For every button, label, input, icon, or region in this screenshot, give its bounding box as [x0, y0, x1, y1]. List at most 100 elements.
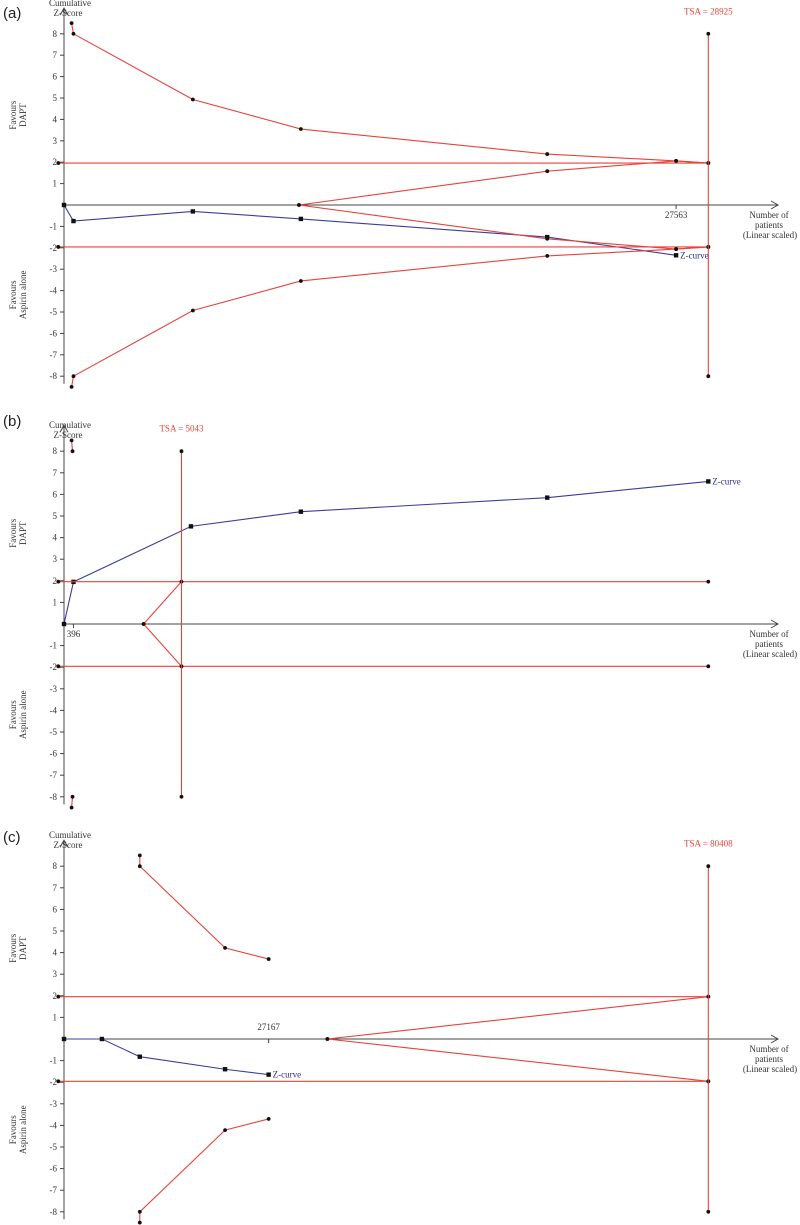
y-tick-label: -8	[50, 792, 58, 802]
y-tick-label: -3	[50, 264, 58, 274]
boundary-point	[706, 579, 711, 584]
boundary-point	[69, 21, 74, 25]
y-tick-label: -3	[50, 1099, 58, 1109]
z-curve-point	[545, 495, 550, 500]
z-curve-point	[298, 509, 304, 514]
z-curve-label: Z-curve	[273, 1070, 301, 1080]
x-axis-arrow	[770, 200, 780, 210]
boundary-line	[298, 160, 709, 206]
boundary-point	[141, 622, 146, 626]
y-tick-label: 8	[53, 861, 58, 871]
y-tick-label: 8	[53, 446, 58, 456]
boundary-point	[71, 374, 76, 379]
boundary-line	[327, 996, 709, 1040]
boundary-point	[56, 994, 61, 999]
y-tick-label: -4	[50, 1120, 58, 1130]
y-axis-arrow	[59, 839, 69, 848]
boundary-point	[706, 864, 711, 869]
y-tick-label: 1	[53, 597, 58, 607]
favours-text: DAPT	[18, 521, 28, 545]
boundary-point	[69, 438, 74, 443]
x-axis-title: Number of	[749, 629, 788, 639]
favours-aspirin-label: Favours Aspirin alone	[8, 271, 28, 320]
favours-text: Favours	[8, 100, 18, 129]
y-tick-label: -3	[50, 684, 58, 694]
z-curve-point	[61, 1036, 67, 1042]
favours-aspirin-label: Favours Aspirin alone	[8, 690, 28, 739]
tsa-label: TSA = 5043	[159, 423, 204, 433]
y-tick-label: -4	[50, 705, 58, 715]
y-tick-label: 7	[53, 883, 58, 893]
x-axis-title: patients	[755, 639, 783, 649]
boundary-point	[545, 152, 550, 156]
boundary-point	[298, 127, 303, 131]
boundary-line	[143, 581, 182, 625]
y-tick-label: -8	[50, 371, 58, 381]
y-tick-label: -1	[50, 641, 58, 651]
y-tick-label: -7	[50, 350, 58, 360]
y-tick-label: -2	[50, 662, 58, 672]
favours-dapt-label: Favours DAPT	[8, 518, 28, 547]
z-curve-point	[266, 1072, 271, 1077]
boundary-point	[706, 1209, 711, 1214]
favours-text: Favours	[8, 1115, 18, 1144]
y-tick-label: 8	[53, 29, 58, 39]
favours-text: Favours	[8, 700, 18, 729]
boundary-point	[56, 664, 61, 669]
y-tick-label: -6	[50, 328, 58, 338]
y-tick-label: 3	[53, 136, 58, 146]
boundary-point	[674, 247, 678, 251]
y-tick-label: -2	[50, 1077, 58, 1087]
z-curve-point	[188, 524, 194, 529]
z-curve-line	[63, 204, 677, 256]
y-axis-title: Cumulative	[49, 830, 91, 840]
panel-label: (c)	[3, 829, 21, 846]
boundary-point	[190, 308, 195, 313]
x-tick-label: 27167	[257, 1022, 280, 1032]
boundary-point	[298, 279, 303, 283]
y-tick-label: 1	[53, 1012, 58, 1022]
x-axis-title: (Linear scaled)	[743, 649, 797, 659]
boundary-point	[179, 794, 184, 799]
y-axis-title: Z-Score	[54, 840, 83, 850]
boundary-point	[137, 864, 142, 869]
x-axis-title: Number of	[749, 1044, 788, 1054]
boundary-point	[69, 385, 74, 389]
favours-dapt-label: Favours DAPT	[8, 933, 28, 962]
z-curve-point	[137, 1054, 142, 1059]
y-tick-label: -5	[50, 727, 58, 737]
boundary-point	[70, 449, 75, 454]
boundary-line	[139, 1118, 269, 1223]
z-curve-point	[673, 253, 679, 258]
z-curve-point	[71, 218, 76, 224]
panel-label: (b)	[3, 413, 21, 430]
z-curve-line	[64, 1038, 269, 1076]
boundary-point	[70, 794, 75, 799]
y-tick-label: -4	[50, 286, 58, 296]
y-tick-label: 4	[53, 948, 58, 958]
boundary-line	[71, 246, 709, 387]
z-curve-label: Z-curve	[712, 476, 740, 486]
y-tick-label: -6	[50, 749, 58, 759]
y-tick-label: 6	[53, 489, 58, 499]
y-tick-label: 5	[53, 511, 58, 521]
y-tick-label: 5	[53, 926, 58, 936]
boundary-point	[56, 161, 61, 165]
y-tick-label: 4	[53, 533, 58, 543]
y-tick-label: 4	[53, 114, 58, 124]
x-axis-title: (Linear scaled)	[743, 1064, 797, 1074]
tsa-label: TSA = 80408	[684, 838, 733, 848]
favours-aspirin-label: Favours Aspirin alone	[8, 1105, 28, 1154]
boundary-point	[674, 159, 678, 163]
y-tick-label: -1	[50, 1056, 58, 1066]
y-axis-title: Z-Score	[54, 8, 83, 18]
boundary-point	[266, 957, 271, 961]
y-tick-label: -1	[50, 221, 58, 231]
y-tick-label: 2	[53, 576, 58, 586]
boundary-point	[190, 97, 195, 102]
favours-text: Favours	[8, 518, 18, 547]
